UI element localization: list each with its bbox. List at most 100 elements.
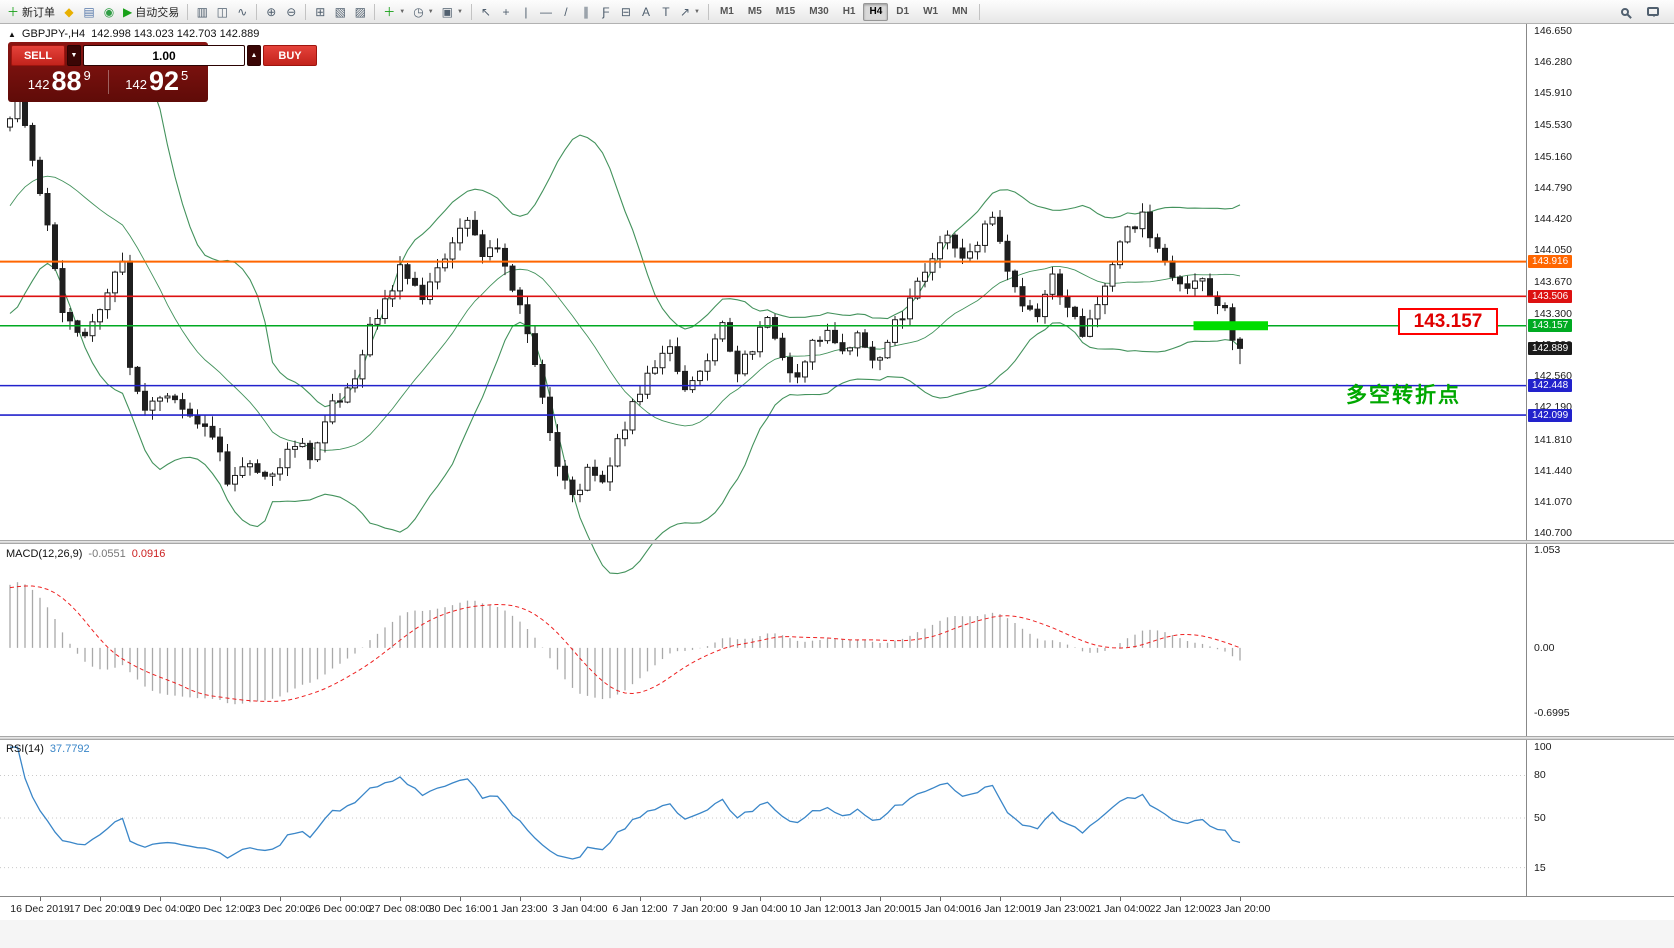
trendline-button[interactable]: / <box>556 2 576 22</box>
time-axis-tick <box>640 897 641 901</box>
market-watch-button[interactable]: ▤ <box>79 2 99 22</box>
tile-windows-button[interactable]: ⊞ <box>310 2 330 22</box>
symbol-ohlc-line: ▲ GBPJPY-,H4 142.998 143.023 142.703 142… <box>8 28 259 40</box>
zoom-out-icon: ⊖ <box>286 4 297 19</box>
indicators-icon: ＋ <box>383 4 396 19</box>
buy-price-sup: 5 <box>181 67 189 83</box>
time-axis-label: 19 Jan 23:00 <box>1029 903 1091 915</box>
time-axis-label: 16 Dec 2019 <box>10 903 70 915</box>
candlestick-chart-button[interactable]: ◫ <box>212 2 232 22</box>
macd-indicator-label: MACD(12,26,9) -0.0551 0.0916 <box>6 548 165 560</box>
bottom-strip <box>0 920 1674 948</box>
timeframe-button-h4[interactable]: H4 <box>863 2 889 21</box>
periods-icon: ◷ <box>413 4 424 19</box>
chart-shift-button[interactable]: ▨ <box>350 2 370 22</box>
time-axis-tick <box>1180 897 1181 901</box>
time-axis-tick <box>880 897 881 901</box>
caret-down-icon: ▼ <box>694 8 700 15</box>
sell-price-sup: 9 <box>83 67 91 83</box>
price-level-badge: 143.157 <box>1528 319 1573 333</box>
text-button[interactable]: A <box>636 2 656 22</box>
arrows-button[interactable]: ↗ ▼ <box>676 2 704 22</box>
auto-trading-button[interactable]: ▶ 自动交易 <box>119 2 183 22</box>
zoom-out-button[interactable]: ⊖ <box>281 2 301 22</box>
panel-separator[interactable] <box>0 540 1674 544</box>
time-axis-label: 26 Dec 00:00 <box>308 903 372 915</box>
buy-price-prefix: 142 <box>125 76 147 92</box>
bar-chart-button[interactable]: ▥ <box>192 2 212 22</box>
oneclick-collapse-icon[interactable]: ▲ <box>8 29 16 39</box>
timeframe-button-m15[interactable]: M15 <box>775 6 796 17</box>
navigator-button[interactable]: ◉ <box>99 2 119 22</box>
price-axis[interactable]: 146.650 146.280 145.910 145.530 145.160 144.7… <box>1526 24 1674 896</box>
crosshair-button[interactable]: + <box>496 2 516 22</box>
time-axis-label: 10 Jan 12:00 <box>789 903 851 915</box>
rsi-name: RSI(14) <box>6 743 44 755</box>
timeframe-button-h1[interactable]: H1 <box>842 6 856 17</box>
axis-tick-label: 144.420 <box>1534 213 1572 226</box>
chat-button[interactable] <box>1643 2 1663 22</box>
tile-windows-icon: ⊞ <box>315 4 326 19</box>
cursor-button[interactable]: ↖ <box>476 2 496 22</box>
toolbar-separator <box>374 3 376 20</box>
turning-point-note[interactable]: 多空转折点 <box>1346 384 1461 407</box>
timeframe-button-d1[interactable]: D1 <box>896 6 910 17</box>
periods-button[interactable]: ◷ ▼ <box>409 2 437 22</box>
navigator-icon: ◉ <box>103 4 115 19</box>
channel-icon: ∥ <box>582 4 589 19</box>
horizontal-line-button[interactable]: — <box>536 2 556 22</box>
volume-input[interactable] <box>83 45 245 66</box>
shapes-icon: ⊟ <box>620 4 631 19</box>
zoom-in-button[interactable]: ⊕ <box>261 2 281 22</box>
sell-price[interactable]: 142 88 9 <box>11 65 108 97</box>
buy-button[interactable]: BUY <box>263 45 317 66</box>
bar-chart-icon: ▥ <box>196 4 208 19</box>
time-axis-label: 13 Jan 20:00 <box>849 903 911 915</box>
price-divider <box>107 70 109 94</box>
axis-tick-label: 144.050 <box>1534 244 1572 257</box>
timeframe-button-w1[interactable]: W1 <box>923 6 939 17</box>
time-axis-label: 3 Jan 04:00 <box>552 903 608 915</box>
timeframe-button-mn[interactable]: MN <box>952 6 968 17</box>
sell-button[interactable]: SELL <box>11 45 65 66</box>
indicators-button[interactable]: ＋ ▼ <box>379 2 409 22</box>
timeframe-button-m1[interactable]: M1 <box>719 6 734 17</box>
toolbar-right-area <box>1615 2 1671 22</box>
time-axis-label: 23 Dec 20:00 <box>248 903 312 915</box>
buy-price[interactable]: 142 92 5 <box>109 67 206 97</box>
favorites-button[interactable]: ◆ <box>59 2 79 22</box>
volume-increase-button[interactable]: ▲ <box>247 45 261 66</box>
auto-scroll-button[interactable]: ▧ <box>330 2 350 22</box>
shapes-button[interactable]: ⊟ <box>616 2 636 22</box>
new-order-button[interactable]: ＋新订单 <box>3 2 59 22</box>
price-level-badge: 142.889 <box>1528 341 1573 355</box>
timeframe-button-m5[interactable]: M5 <box>747 6 762 17</box>
time-axis-tick <box>820 897 821 901</box>
axis-tick-label: 15 <box>1534 861 1546 874</box>
search-button[interactable] <box>1615 2 1635 22</box>
volume-decrease-button[interactable]: ▼ <box>67 45 81 66</box>
timeframe-button-m30[interactable]: M30 <box>809 6 829 17</box>
time-axis-tick <box>940 897 941 901</box>
axis-tick-label: 145.910 <box>1534 87 1572 100</box>
text-label-button[interactable]: T <box>656 2 676 22</box>
fibonacci-button[interactable]: Ƒ <box>596 2 616 22</box>
axis-tick-label: 140.700 <box>1534 527 1572 540</box>
templates-button[interactable]: ▣ ▼ <box>438 2 467 22</box>
market-watch-icon: ▤ <box>83 4 95 19</box>
time-axis-label: 21 Jan 04:00 <box>1089 903 1151 915</box>
caret-down-icon: ▼ <box>457 8 463 15</box>
panel-separator[interactable] <box>0 736 1674 740</box>
channel-button[interactable]: ∥ <box>576 2 596 22</box>
time-axis-label: 23 Jan 20:00 <box>1209 903 1271 915</box>
line-chart-button[interactable]: ∿ <box>232 2 252 22</box>
vertical-line-button[interactable]: | <box>516 2 536 22</box>
axis-tick-label: 141.070 <box>1534 495 1572 508</box>
axis-tick-label: 145.160 <box>1534 150 1572 163</box>
axis-tick-label: 141.810 <box>1534 433 1572 446</box>
text-icon: A <box>641 4 650 19</box>
time-axis[interactable]: 16 Dec 2019 17 Dec 20:00 19 Dec 04:00 20 De… <box>0 896 1674 920</box>
price-chart-canvas[interactable] <box>0 24 1526 896</box>
sell-price-big: 88 <box>51 65 82 96</box>
price-callout-label[interactable]: 143.157 <box>1398 308 1498 335</box>
